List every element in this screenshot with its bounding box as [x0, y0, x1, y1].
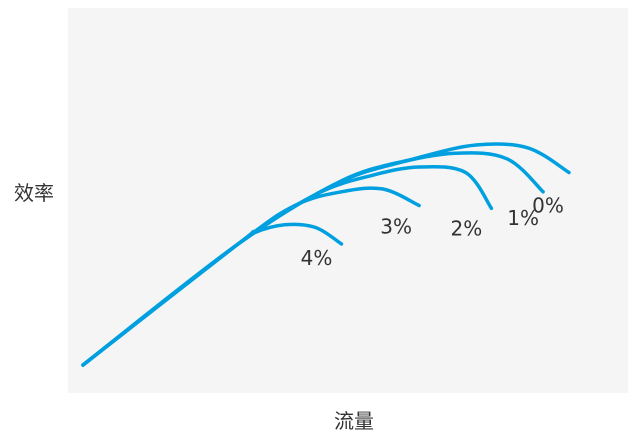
- plot-area: [68, 8, 628, 393]
- series-label-2pct: 2%: [451, 216, 483, 240]
- x-axis-label: 流量: [334, 409, 374, 433]
- y-axis-label: 效率: [14, 181, 54, 205]
- series-label-1pct: 1%: [507, 206, 539, 230]
- series-label-4pct: 4%: [301, 246, 333, 270]
- series-layer: [81, 142, 571, 367]
- label-layer: 4% 3% 2% 1%0%: [301, 194, 564, 271]
- series-label-3pct: 3%: [380, 215, 412, 239]
- series-line-0pct: [81, 142, 571, 367]
- series-label-0pct: 0%: [532, 194, 564, 218]
